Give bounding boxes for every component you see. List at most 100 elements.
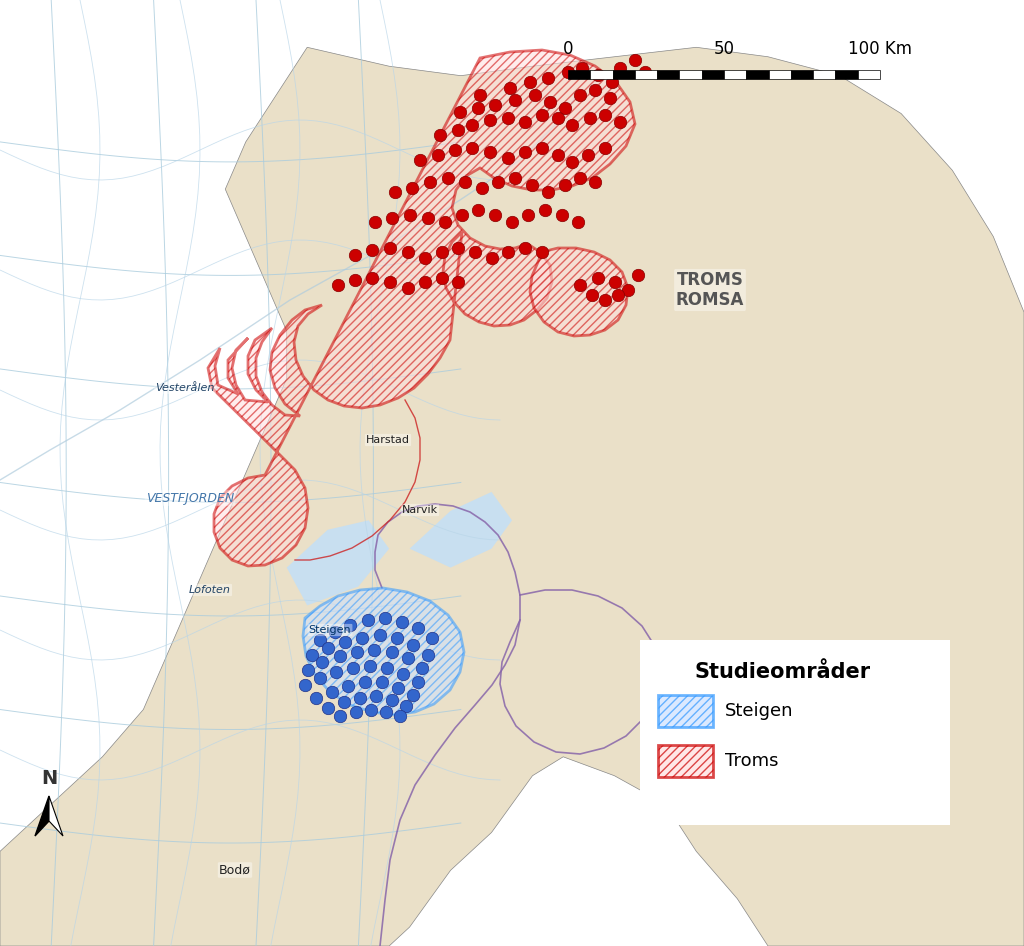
- Bar: [657, 70, 680, 79]
- Point: [486, 207, 503, 222]
- Point: [384, 692, 400, 708]
- Point: [517, 114, 534, 130]
- Point: [342, 618, 358, 633]
- Point: [550, 111, 566, 126]
- Bar: [701, 70, 724, 79]
- Point: [627, 52, 643, 67]
- Point: [534, 108, 550, 123]
- Bar: [635, 70, 657, 79]
- Point: [482, 145, 499, 160]
- Point: [571, 87, 588, 102]
- Bar: [640, 640, 950, 825]
- Point: [332, 648, 348, 663]
- Point: [450, 122, 466, 137]
- Point: [311, 633, 328, 648]
- Point: [319, 640, 336, 656]
- Point: [324, 685, 340, 700]
- Point: [395, 666, 412, 681]
- Point: [569, 215, 586, 230]
- Point: [534, 140, 550, 155]
- Point: [420, 210, 436, 225]
- Point: [470, 100, 486, 115]
- Text: Troms: Troms: [725, 752, 778, 770]
- Point: [347, 272, 364, 288]
- Bar: [836, 70, 858, 79]
- Point: [401, 207, 418, 222]
- Point: [304, 647, 321, 662]
- Point: [399, 280, 416, 295]
- Point: [313, 655, 330, 670]
- Point: [394, 615, 411, 630]
- Point: [372, 627, 388, 642]
- Point: [397, 698, 414, 713]
- Point: [604, 75, 621, 90]
- Polygon shape: [208, 50, 635, 566]
- Point: [382, 240, 398, 255]
- Point: [367, 215, 383, 230]
- Point: [630, 268, 646, 283]
- Point: [417, 251, 433, 266]
- Polygon shape: [410, 492, 512, 568]
- Point: [452, 104, 468, 119]
- Point: [328, 664, 344, 679]
- Text: Vesterålen: Vesterålen: [156, 383, 215, 393]
- Point: [399, 244, 416, 259]
- Point: [364, 271, 380, 286]
- Point: [450, 274, 466, 289]
- Point: [454, 207, 470, 222]
- Point: [387, 184, 403, 200]
- Point: [560, 64, 577, 79]
- Point: [582, 111, 598, 126]
- Point: [610, 288, 627, 303]
- Point: [336, 694, 352, 710]
- Point: [404, 638, 421, 653]
- Point: [502, 80, 518, 96]
- Point: [504, 215, 520, 230]
- Polygon shape: [530, 248, 628, 336]
- Point: [412, 152, 428, 167]
- Point: [330, 277, 346, 292]
- Point: [571, 170, 588, 185]
- Point: [464, 117, 480, 132]
- Bar: [724, 70, 746, 79]
- Point: [557, 178, 573, 193]
- Point: [564, 117, 581, 132]
- Text: VESTFJORDEN: VESTFJORDEN: [145, 492, 234, 504]
- Point: [620, 283, 636, 298]
- Point: [364, 242, 380, 257]
- Point: [446, 143, 463, 158]
- Point: [500, 244, 516, 259]
- Point: [573, 61, 590, 76]
- Point: [327, 624, 343, 639]
- Point: [348, 705, 365, 720]
- Text: Bodø: Bodø: [219, 864, 251, 877]
- Point: [590, 67, 606, 82]
- Polygon shape: [0, 0, 1024, 331]
- Bar: [658, 745, 713, 777]
- Point: [410, 621, 426, 636]
- Point: [472, 87, 488, 102]
- Point: [368, 689, 384, 704]
- Text: 100 Km: 100 Km: [848, 40, 912, 58]
- Text: Studieområder: Studieområder: [695, 662, 871, 682]
- Point: [403, 181, 420, 196]
- Point: [482, 113, 499, 128]
- Point: [507, 170, 523, 185]
- Point: [424, 630, 440, 645]
- Point: [564, 154, 581, 169]
- Point: [500, 150, 516, 166]
- Text: Steigen: Steigen: [725, 702, 794, 720]
- Polygon shape: [35, 796, 49, 836]
- Point: [417, 274, 433, 289]
- Text: TROMS
ROMSA: TROMS ROMSA: [676, 271, 744, 309]
- Polygon shape: [0, 0, 430, 851]
- Point: [434, 271, 451, 286]
- Point: [352, 691, 369, 706]
- Point: [597, 292, 613, 307]
- Bar: [612, 70, 635, 79]
- Point: [332, 709, 348, 724]
- Point: [345, 660, 361, 675]
- Polygon shape: [49, 796, 63, 836]
- Text: 0: 0: [563, 40, 573, 58]
- Point: [359, 612, 376, 627]
